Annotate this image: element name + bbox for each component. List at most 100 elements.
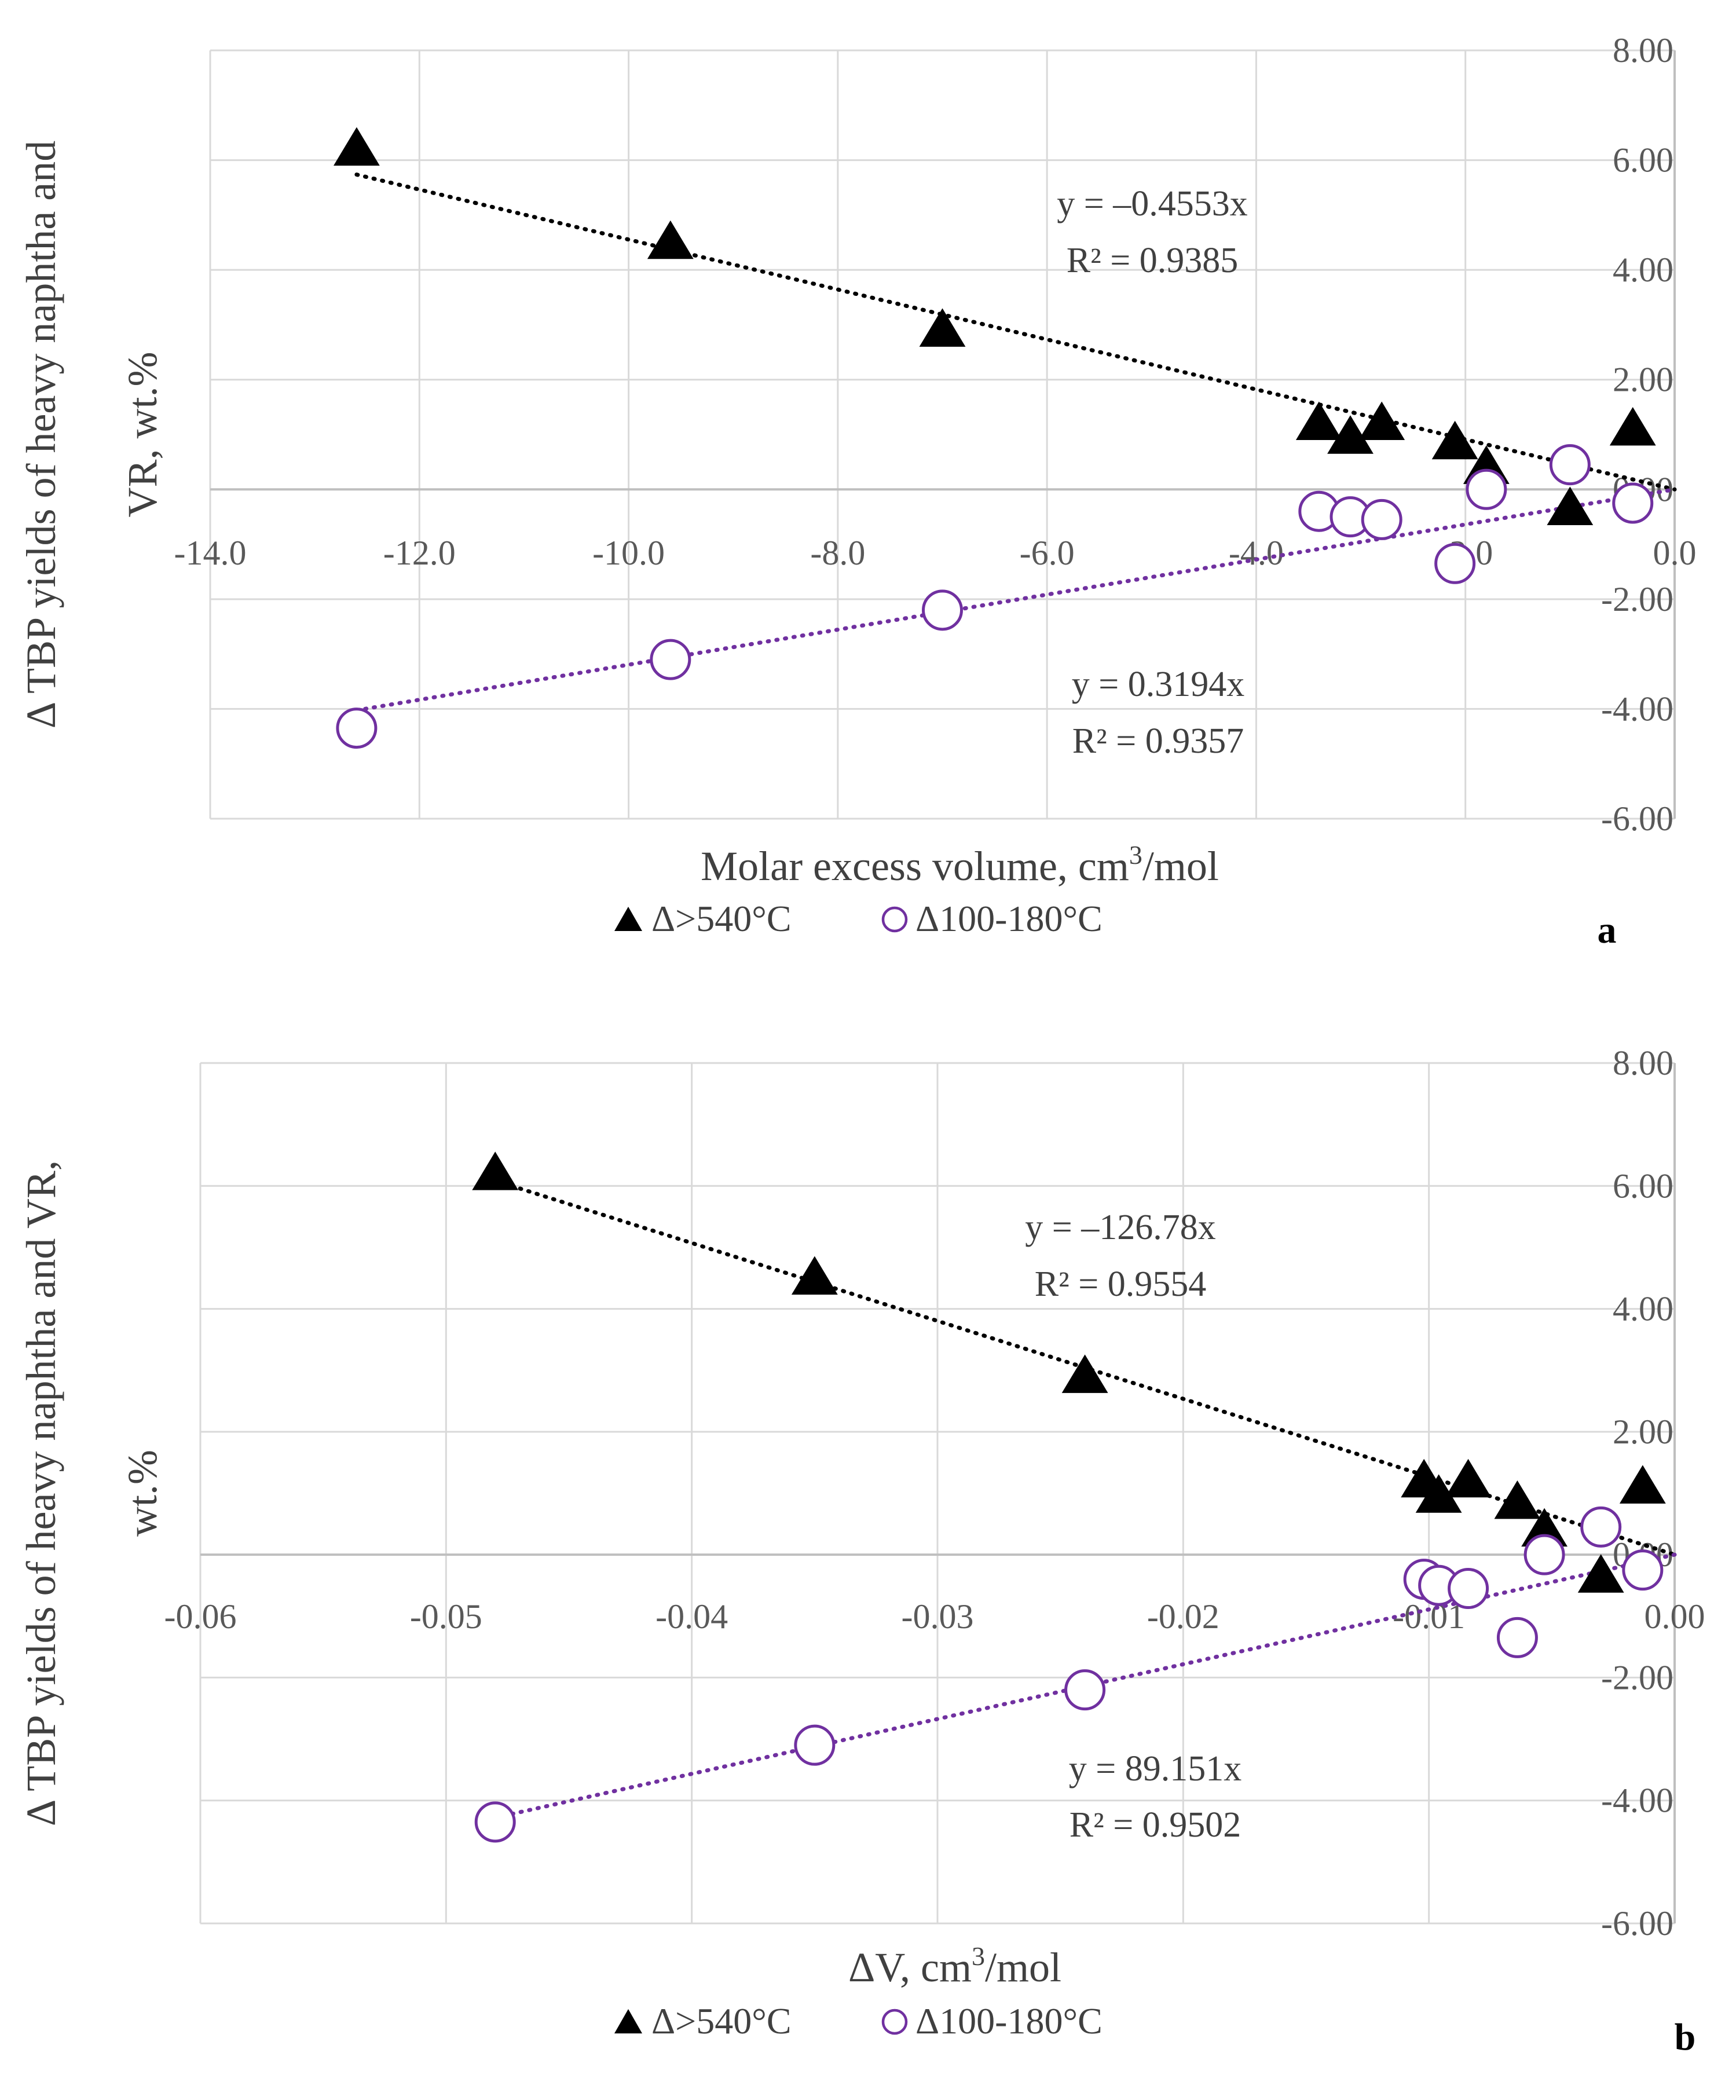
- r-squared-label: R² = 0.9385: [1067, 241, 1238, 280]
- legend-label-naphtha: Δ100-180°C: [915, 898, 1103, 939]
- y-axis-title-line: VR, wt.%: [119, 352, 166, 518]
- x-tick-label: -0.03: [902, 1597, 974, 1636]
- circle-point: [1466, 468, 1507, 510]
- trendline-naphtha: [354, 487, 1677, 713]
- x-tick-label: -0.02: [1147, 1597, 1219, 1636]
- triangle-point: [1431, 420, 1478, 460]
- triangle-point: [1415, 1474, 1462, 1513]
- x-axis-title-superscript: 3: [1129, 840, 1142, 870]
- triangle-point: [1358, 401, 1405, 441]
- x-tick-label: 0.00: [1645, 1597, 1705, 1636]
- x-axis-title-main: ΔV, cm: [848, 1944, 972, 1991]
- triangle-point: [1445, 1458, 1492, 1498]
- y-axis-title-line: Δ TBP yields of heavy naphtha and: [18, 141, 64, 728]
- triangle-point: [334, 127, 380, 166]
- y-tick-labels: -6.00-4.00-2.000.002.004.006.008.00: [1601, 31, 1673, 838]
- circle-point: [474, 1801, 516, 1843]
- triangle-point: [647, 220, 694, 259]
- x-tick-label: -4.0: [1229, 534, 1284, 572]
- x-tick-label: -6.0: [1020, 534, 1075, 572]
- trend-equation: y = 89.151x: [1069, 1749, 1241, 1789]
- y-tick-label: 2.00: [1613, 1413, 1673, 1451]
- y-tick-label: -2.00: [1601, 580, 1673, 618]
- triangle-point: [1619, 1465, 1666, 1504]
- y-tick-label: 8.00: [1613, 1044, 1673, 1082]
- y-tick-label: -4.00: [1601, 690, 1673, 728]
- r-squared-label: R² = 0.9357: [1072, 721, 1244, 761]
- series-naphtha-points: [336, 444, 1654, 749]
- x-axis-title-superscript: 3: [972, 1941, 985, 1971]
- legend-circle-icon: [881, 2009, 908, 2035]
- chart-panel-a: -14.0-12.0-10.0-8.0-6.0-4.0-2.00.0-6.00-…: [18, 31, 1697, 951]
- triangle-point: [1577, 1554, 1624, 1593]
- legend-label-vr: Δ>540°C: [651, 2000, 792, 2042]
- triangle-point: [1609, 407, 1656, 446]
- y-tick-labels: -6.00-4.00-2.000.002.004.006.008.00: [1601, 1044, 1673, 1943]
- r-squared-label: R² = 0.9554: [1035, 1265, 1206, 1304]
- legend-triangle-icon: [614, 907, 642, 931]
- series-naphtha-points: [474, 1506, 1664, 1843]
- triangle-point: [791, 1256, 838, 1295]
- circle-point: [336, 708, 378, 749]
- series-vr-points: [334, 127, 1656, 525]
- y-tick-label: 6.00: [1613, 1167, 1673, 1205]
- circle-point: [1523, 1534, 1565, 1575]
- legend-circle-icon: [881, 906, 908, 933]
- y-tick-label: -6.00: [1601, 1904, 1673, 1943]
- legend: Δ>540°C Δ100-180°C: [614, 898, 1103, 939]
- x-axis-title: Molar excess volume, cm3/mol: [701, 840, 1219, 889]
- x-tick-label: -0.06: [164, 1597, 237, 1636]
- legend-label-naphtha: Δ100-180°C: [915, 2000, 1103, 2042]
- trend-equation: y = –0.4553x: [1057, 184, 1247, 223]
- x-tick-labels: -0.06 -0.05 -0.04 -0.03 -0.02 -0.01 0.00: [164, 1597, 1705, 1636]
- x-axis-title: ΔV, cm3/mol: [848, 1941, 1061, 1991]
- x-axis-title-tail: /mol: [985, 1944, 1061, 1991]
- panel-label: a: [1598, 909, 1617, 951]
- circle-point: [1496, 1617, 1538, 1658]
- x-tick-label: -0.04: [655, 1597, 728, 1636]
- circle-point: [1622, 1549, 1664, 1591]
- y-tick-label: 4.00: [1613, 1290, 1673, 1328]
- y-tick-label: 2.00: [1613, 361, 1673, 399]
- triangle-point: [1295, 401, 1342, 441]
- y-tick-label: -4.00: [1601, 1782, 1673, 1820]
- x-tick-label: -10.0: [592, 534, 665, 572]
- circle-point: [1434, 543, 1476, 584]
- x-tick-label: -8.0: [810, 534, 865, 572]
- trendline-vr: [354, 173, 1677, 492]
- circle-point: [922, 589, 963, 631]
- y-axis-title-line: Δ TBP yields of heavy naphtha and VR,: [18, 1160, 64, 1826]
- circle-point: [650, 639, 691, 680]
- triangle-point: [919, 308, 966, 347]
- triangle-point: [1521, 1508, 1568, 1547]
- chart-panel-b: -0.06 -0.05 -0.04 -0.03 -0.02 -0.01 0.00-6.00-…: [18, 1044, 1705, 2058]
- y-tick-label: 4.00: [1613, 251, 1673, 289]
- x-axis-title-tail: /mol: [1142, 843, 1219, 889]
- x-tick-label: -12.0: [383, 534, 456, 572]
- triangle-point: [472, 1152, 519, 1190]
- circle-point: [1064, 1669, 1106, 1711]
- triangle-point: [1061, 1354, 1108, 1393]
- circle-point: [1448, 1568, 1489, 1610]
- circle-point: [1361, 499, 1402, 540]
- y-tick-label: -2.00: [1601, 1658, 1673, 1696]
- triangle-point: [1547, 486, 1594, 525]
- y-tick-label: -6.00: [1601, 800, 1673, 838]
- legend-label-vr: Δ>540°C: [651, 898, 792, 939]
- circle-point: [1612, 482, 1654, 524]
- x-axis-title-main: Molar excess volume, cm: [701, 843, 1129, 889]
- y-tick-label: 6.00: [1613, 141, 1673, 179]
- triangle-point: [1327, 415, 1374, 454]
- panel-label: b: [1675, 2016, 1696, 2058]
- x-tick-label: -0.05: [410, 1597, 482, 1636]
- circle-point: [794, 1724, 836, 1766]
- x-tick-label: 0.0: [1653, 534, 1697, 572]
- legend-triangle-icon: [614, 2009, 642, 2033]
- circle-point: [1549, 444, 1591, 486]
- series-vr-points: [472, 1152, 1666, 1593]
- y-tick-label: 8.00: [1613, 31, 1673, 69]
- circle-point: [1580, 1506, 1622, 1548]
- triangle-point: [1494, 1480, 1541, 1519]
- y-axis-title-line: wt.%: [119, 1450, 166, 1537]
